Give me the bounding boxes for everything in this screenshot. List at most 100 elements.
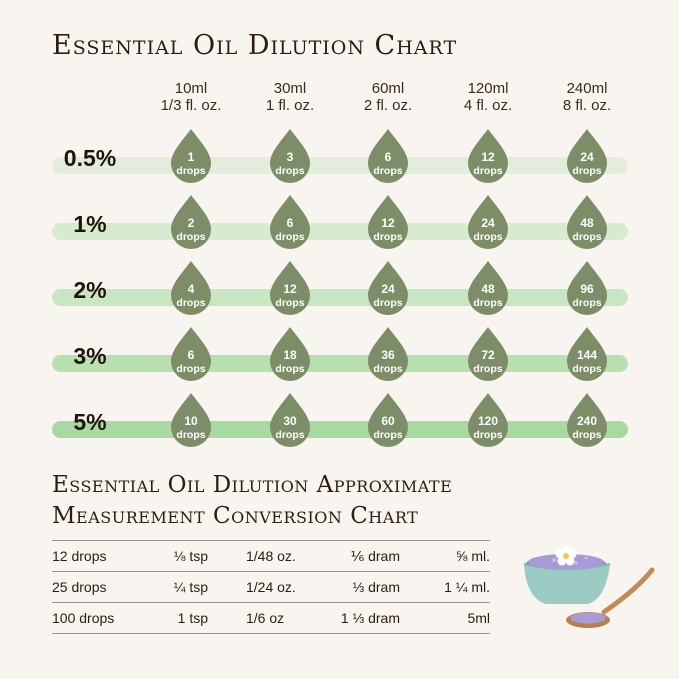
drop-badge: 12 drops (466, 128, 510, 184)
drop-unit: drops (572, 429, 602, 441)
conv-drops: 100 drops (52, 610, 115, 626)
drop-unit: drops (176, 429, 206, 441)
drop-unit: drops (275, 165, 305, 177)
drop-badge: 48 drops (565, 194, 609, 250)
drop-badge: 60 drops (366, 392, 410, 448)
drop-count: 240 (576, 414, 598, 428)
droplet-icon (270, 261, 310, 315)
droplet-icon (468, 393, 508, 447)
drop-count: 12 (381, 216, 395, 230)
droplet-icon (567, 393, 607, 447)
drop-badge: 2 drops (169, 194, 213, 250)
drop-count: 120 (477, 414, 499, 428)
column-header-10ml: 10ml 1/3 fl. oz. (146, 80, 236, 114)
drop-unit: drops (572, 231, 602, 243)
conv-dram: ⅓ dram (352, 579, 400, 595)
drop-badge: 24 drops (466, 194, 510, 250)
drop-badge: 12 drops (366, 194, 410, 250)
drop-badge: 30 drops (268, 392, 312, 448)
droplet-icon (567, 261, 607, 315)
drop-unit: drops (373, 231, 403, 243)
drop-count: 72 (481, 348, 495, 362)
drop-badge: 240 drops (565, 392, 609, 448)
drop-unit: drops (572, 297, 602, 309)
conv-dram: ⅙ dram (350, 548, 400, 564)
drop-count: 12 (283, 282, 297, 296)
drop-unit: drops (176, 231, 206, 243)
drop-count: 1 (187, 150, 195, 164)
drop-count: 12 (481, 150, 495, 164)
conv-dram: 1 ⅓ dram (340, 610, 400, 626)
drop-count: 48 (580, 216, 594, 230)
drop-count: 60 (381, 414, 395, 428)
droplet-icon (270, 195, 310, 249)
conv-drops: 12 drops (52, 548, 107, 564)
row-percent-label: 1% (73, 211, 107, 237)
droplet-icon (270, 327, 310, 381)
drop-badge: 36 drops (366, 326, 410, 382)
droplet-icon (468, 261, 508, 315)
drop-count: 24 (381, 282, 395, 296)
drop-count: 10 (184, 414, 198, 428)
row-percent-label: 3% (73, 343, 107, 369)
drop-count: 30 (283, 414, 297, 428)
drop-badge: 4 drops (169, 260, 213, 316)
column-floz: 8 fl. oz. (562, 97, 612, 114)
table-row: 100 drops 1 tsp 1/6 oz 1 ⅓ dram 5ml (52, 603, 490, 634)
conv-tsp: ⅛ tsp (173, 548, 208, 564)
drop-unit: drops (473, 363, 503, 375)
conv-tsp: 1 tsp (177, 610, 208, 626)
drop-unit: drops (176, 165, 206, 177)
drop-count: 144 (576, 348, 598, 362)
drop-unit: drops (373, 429, 403, 441)
drop-count: 36 (381, 348, 395, 362)
droplet-icon (171, 129, 211, 183)
column-volume: 10ml (174, 80, 208, 97)
drop-badge: 6 drops (268, 194, 312, 250)
drop-unit: drops (275, 363, 305, 375)
table-row: 12 drops ⅛ tsp 1/48 oz. ⅙ dram ⅝ ml. (52, 541, 490, 572)
drop-unit: drops (275, 297, 305, 309)
drop-unit: drops (176, 363, 206, 375)
droplet-icon (567, 129, 607, 183)
table-row: 25 drops ¼ tsp 1/24 oz. ⅓ dram 1 ¼ ml. (52, 572, 490, 603)
row-percent-label: 2% (73, 277, 107, 303)
drop-unit: drops (473, 429, 503, 441)
drop-badge: 24 drops (366, 260, 410, 316)
drop-badge: 6 drops (169, 326, 213, 382)
column-header-30ml: 30ml 1 fl. oz. (245, 80, 335, 114)
column-floz: 2 fl. oz. (363, 97, 413, 114)
drop-unit: drops (373, 297, 403, 309)
column-floz: 1/3 fl. oz. (160, 97, 222, 114)
drop-badge: 24 drops (565, 128, 609, 184)
droplet-icon (468, 195, 508, 249)
droplet-icon (171, 393, 211, 447)
drop-count: 48 (481, 282, 495, 296)
conversion-title-line1: Essential Oil Dilution Approximate (52, 472, 453, 498)
column-header-60ml: 60ml 2 fl. oz. (343, 80, 433, 114)
column-volume: 120ml (467, 80, 509, 97)
row-percent-label: 0.5% (63, 145, 117, 171)
drop-badge: 144 drops (565, 326, 609, 382)
drop-badge: 10 drops (169, 392, 213, 448)
column-floz: 4 fl. oz. (463, 97, 513, 114)
droplet-icon (567, 327, 607, 381)
droplet-icon (368, 129, 408, 183)
droplet-icon (567, 195, 607, 249)
column-header-120ml: 120ml 4 fl. oz. (443, 80, 533, 114)
conv-ml: 1 ¼ ml. (444, 579, 490, 595)
drop-badge: 12 drops (268, 260, 312, 316)
conv-ml: ⅝ ml. (455, 548, 490, 564)
conversion-title-line2: Measurement Conversion Chart (52, 503, 419, 529)
droplet-icon (468, 327, 508, 381)
drop-badge: 96 drops (565, 260, 609, 316)
conv-oz: 1/24 oz. (246, 579, 296, 595)
column-volume: 30ml (273, 80, 307, 97)
conversion-title: Essential Oil Dilution Approximate Measu… (52, 470, 452, 532)
drop-count: 6 (187, 348, 195, 362)
column-header-240ml: 240ml 8 fl. oz. (542, 80, 632, 114)
droplet-icon (270, 393, 310, 447)
drop-unit: drops (572, 363, 602, 375)
drop-badge: 72 drops (466, 326, 510, 382)
conv-tsp: ¼ tsp (173, 579, 208, 595)
